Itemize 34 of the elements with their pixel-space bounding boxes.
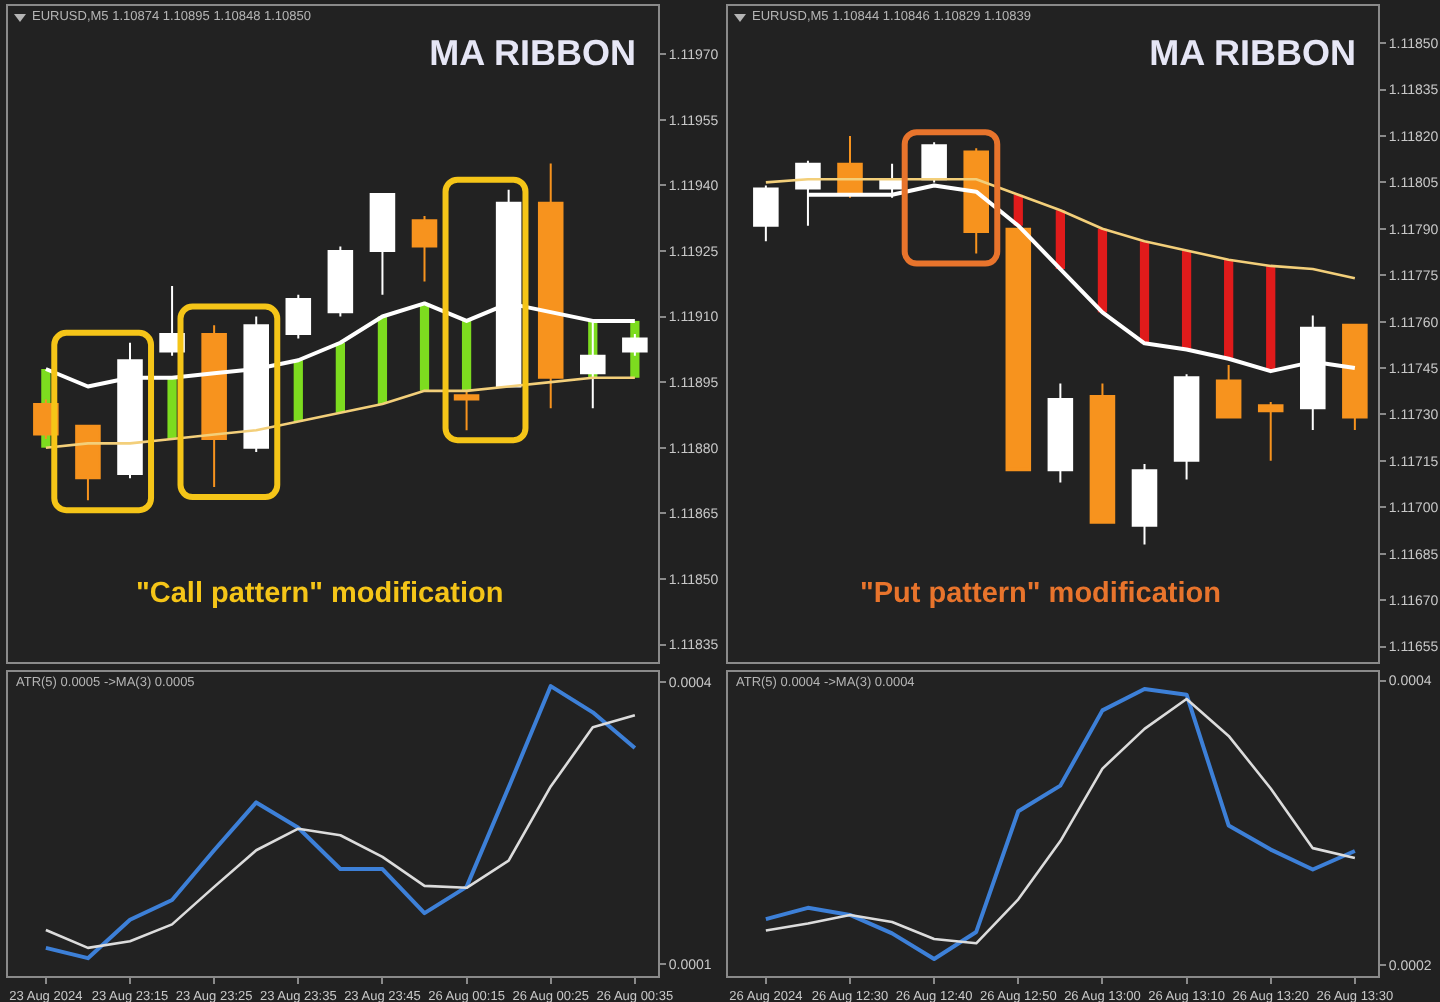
- candlestick: [327, 245, 354, 318]
- candlestick: [1257, 401, 1284, 462]
- bar: [419, 303, 430, 391]
- candlestick: [201, 324, 227, 489]
- line-series: [764, 177, 1357, 280]
- bar: [1139, 241, 1150, 344]
- bar: [1181, 250, 1192, 350]
- candlestick: [1215, 363, 1242, 419]
- bar: [293, 360, 303, 422]
- candlestick: [1047, 382, 1074, 484]
- text: MA RIBBON: [429, 32, 636, 73]
- candlestick: [369, 193, 396, 296]
- bar: [1224, 259, 1234, 359]
- candlestick: [411, 214, 438, 283]
- candlestick: [1342, 323, 1368, 431]
- bar: [1097, 228, 1108, 313]
- candlestick: [1131, 462, 1158, 546]
- candlestick: [753, 184, 779, 243]
- candlestick: [1173, 373, 1200, 481]
- candlestick: [1089, 382, 1116, 524]
- bar: [1055, 210, 1065, 270]
- bar: [377, 316, 388, 404]
- annotation: "Put pattern" modification: [860, 578, 1221, 610]
- candlestick: [537, 162, 564, 410]
- line-series: [44, 376, 637, 449]
- candlestick: [75, 424, 101, 502]
- candlestick: [963, 147, 989, 255]
- text: MA RIBBON: [1149, 32, 1356, 73]
- candlestick: [285, 293, 312, 340]
- bar: [167, 377, 177, 439]
- bar: [461, 320, 472, 391]
- bar: [1266, 265, 1276, 372]
- annotation: "Call pattern" modification: [136, 578, 504, 610]
- bar: [335, 342, 345, 413]
